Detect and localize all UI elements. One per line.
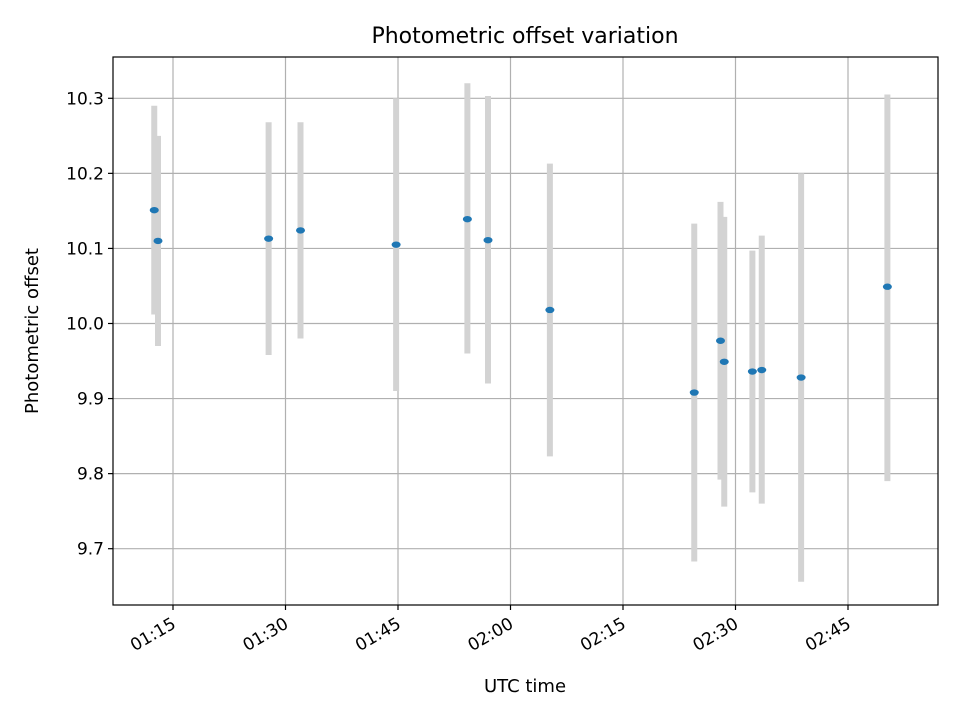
data-point [882,283,892,290]
data-point [689,389,699,396]
y-axis-ticks: 9.7 9.8 9.9 10.0 10.1 10.2 10.3 [66,89,113,560]
data-points [149,206,892,396]
y-tick-label: 9.7 [77,540,104,560]
data-point [719,358,729,365]
data-point [716,337,725,344]
y-tick-label: 10.3 [66,89,104,109]
y-tick-label: 10.1 [66,239,104,259]
chart-title: Photometric offset variation [371,24,678,49]
y-tick-label: 10.0 [66,314,104,334]
data-point [545,306,555,314]
data-point [153,237,163,245]
data-point [796,374,806,381]
data-point [462,215,472,223]
y-tick-label: 9.9 [77,390,104,410]
data-point [747,368,757,375]
y-tick-label: 9.8 [77,465,104,485]
y-axis-label: Photometric offset [22,248,43,414]
y-tick-label: 10.2 [66,164,104,184]
data-point [757,366,767,374]
plot-area-frame [112,56,939,606]
data-point [391,241,401,248]
data-point [149,206,159,214]
data-point [483,236,493,244]
data-point [296,227,305,234]
x-axis-label: UTC time [484,676,566,697]
data-point [264,235,274,242]
